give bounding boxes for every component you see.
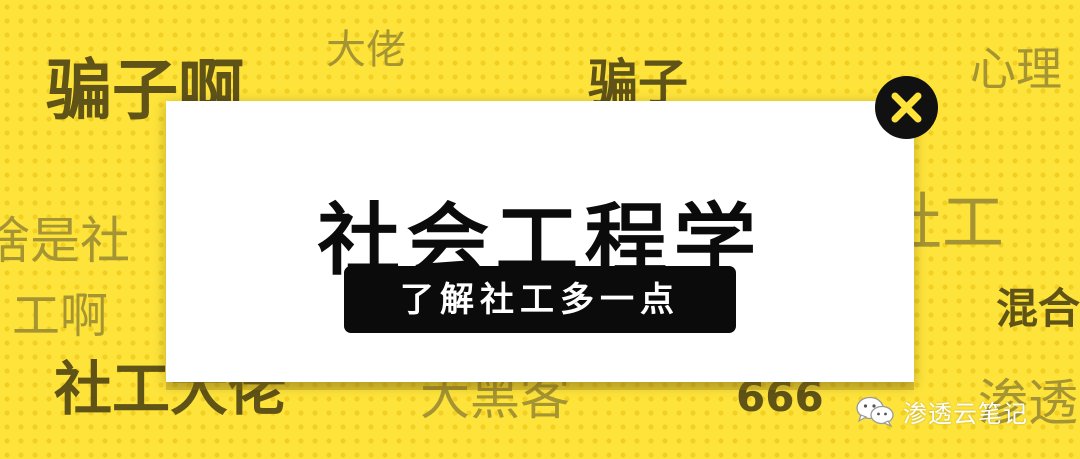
- bg-word-pianzi: 骗子: [588, 54, 688, 112]
- bg-word-666: 666: [736, 372, 824, 421]
- bg-word-shashishe: 啥是社: [0, 212, 130, 270]
- bg-word-gonga: 工啊: [12, 288, 109, 344]
- bg-word-shentou: 渗透: [978, 374, 1078, 432]
- watermark: 渗透云笔记: [855, 391, 1028, 431]
- bg-word-dalao: 大佬: [326, 27, 406, 73]
- bg-word-hunhe: 混合: [996, 284, 1080, 333]
- bg-word-xinli: 心理: [970, 42, 1062, 96]
- subtitle-pill: 了解社工多一点: [344, 266, 736, 333]
- title-card: 社会工程学 了解社工多一点: [166, 101, 914, 382]
- close-x-icon: [891, 92, 922, 123]
- card-subtitle: 了解社工多一点: [400, 279, 680, 320]
- wechat-icon: [856, 396, 894, 428]
- close-button[interactable]: [875, 76, 938, 139]
- watermark-text: 渗透云笔记: [903, 399, 1028, 428]
